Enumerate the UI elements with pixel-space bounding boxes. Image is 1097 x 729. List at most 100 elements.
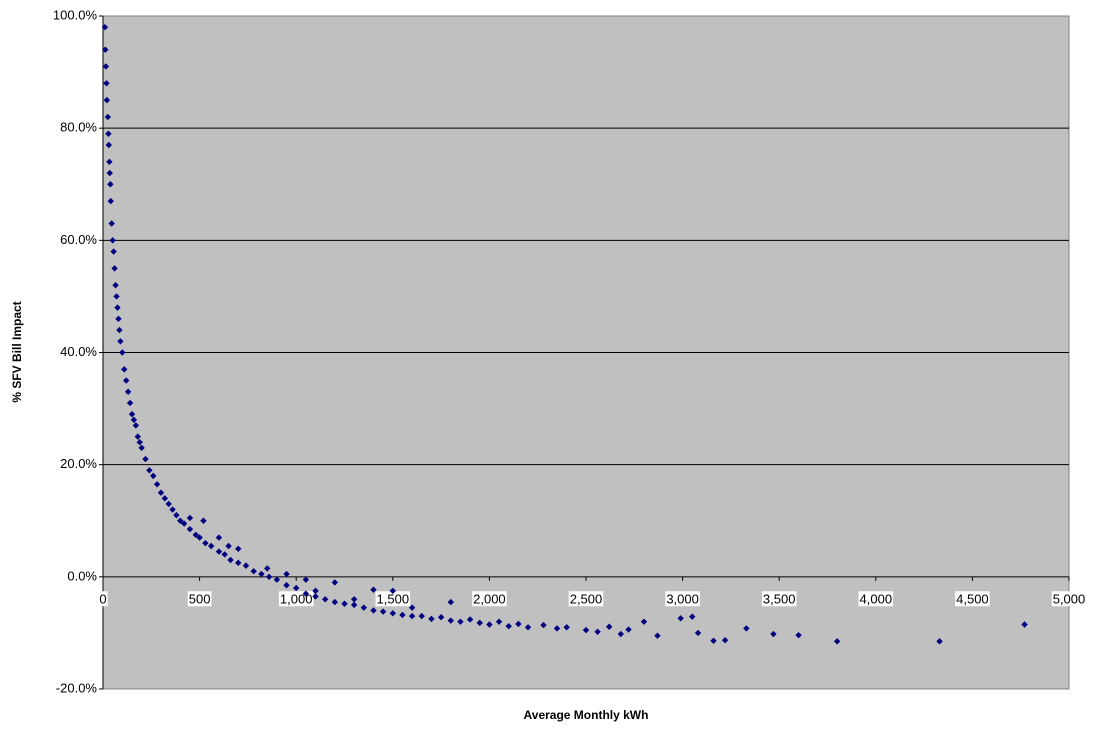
x-tick-label: 3,500 (763, 591, 796, 606)
x-tick-label: 2,000 (473, 591, 506, 606)
scatter-point (110, 248, 117, 255)
scatter-point (265, 573, 273, 581)
scatter-point (264, 565, 271, 572)
x-axis-title: Average Monthly kWh (524, 708, 649, 722)
scatter-point (302, 590, 310, 597)
scatter-point (242, 562, 250, 569)
scatter-point (437, 614, 445, 621)
scatter-point (215, 548, 223, 555)
scatter-point (106, 169, 113, 177)
scatter-point (625, 626, 632, 633)
scatter-point (114, 304, 121, 311)
y-axis-title: % SFV Bill Impact (10, 301, 24, 402)
scatter-point (150, 472, 157, 480)
scatter-point (476, 619, 483, 627)
x-tick-label: 3,000 (666, 591, 699, 606)
x-tick-label: 4,000 (860, 591, 893, 606)
scatter-point (283, 570, 290, 578)
scatter-point (447, 617, 454, 624)
scatter-point (350, 596, 358, 603)
scatter-point (136, 439, 143, 446)
x-tick-label-bg (472, 591, 507, 607)
scatter-point (360, 604, 368, 611)
scatter-point (389, 587, 396, 595)
scatter-point (215, 534, 223, 541)
scatter-point (341, 600, 348, 607)
x-tick-label-bg (1051, 591, 1087, 607)
scatter-point (795, 631, 802, 639)
scatter-point (689, 613, 696, 620)
scatter-point (540, 621, 547, 629)
x-tick-label: 500 (189, 591, 211, 606)
scatter-point (312, 593, 319, 600)
scatter-point (126, 399, 134, 407)
x-tick-label-bg (665, 591, 700, 607)
scatter-point (505, 622, 512, 630)
scatter-point (196, 534, 203, 541)
x-tick-label-bg (568, 591, 604, 607)
scatter-point (331, 579, 339, 586)
scatter-point (515, 620, 522, 628)
scatter-point (677, 615, 684, 622)
scatter-point (202, 539, 209, 547)
scatter-point (116, 326, 123, 334)
scatter-point (258, 570, 265, 578)
scatter-point (408, 612, 416, 620)
scatter-point (250, 568, 257, 575)
scatter-point (138, 444, 145, 452)
x-tick-label: 0 (99, 591, 106, 606)
scatter-point (132, 422, 140, 429)
scatter-point (418, 612, 425, 620)
y-tick-label: 0.0% (67, 568, 97, 583)
scatter-point (105, 130, 112, 137)
scatter-point (582, 626, 590, 634)
scatter-point (1021, 621, 1028, 628)
y-tick-label: -20.0% (56, 680, 98, 695)
scatter-point (180, 520, 188, 527)
scatter-point (370, 607, 377, 614)
scatter-point (379, 608, 387, 615)
scatter-point (321, 596, 329, 603)
scatter-point (389, 610, 396, 617)
scatter-point (142, 455, 149, 463)
y-tick-label: 100.0% (53, 7, 98, 22)
scatter-point (617, 630, 624, 638)
scatter-point (770, 630, 777, 638)
x-tick-label-bg (761, 591, 797, 607)
scatter-point (710, 637, 717, 644)
scatter-point (169, 506, 176, 513)
scatter-point (107, 181, 114, 188)
scatter-point (447, 598, 454, 606)
scatter-point (594, 628, 601, 635)
x-tick-label: 4,500 (956, 591, 989, 606)
scatter-point (721, 637, 729, 644)
y-tick-label: 20.0% (60, 456, 97, 471)
scatter-point (312, 587, 319, 595)
scatter-point (293, 584, 300, 592)
scatter-point (104, 113, 112, 121)
scatter-point (186, 514, 194, 522)
y-tick-label: 40.0% (60, 344, 97, 359)
scatter-point (486, 621, 493, 628)
scatter-point (177, 517, 184, 524)
scatter-point (153, 481, 161, 488)
scatter-point (273, 576, 281, 583)
scatter-point (694, 629, 702, 637)
scatter-point (186, 525, 194, 533)
scatter-point (235, 545, 242, 552)
scatter-point (235, 559, 242, 567)
scatter-point (165, 500, 172, 508)
scatter-point (157, 489, 165, 496)
scatter-point (108, 220, 115, 227)
scatter-point (124, 388, 132, 395)
x-tick-label-bg (858, 591, 894, 607)
scatter-point (121, 366, 128, 373)
scatter-point (331, 598, 339, 606)
scatter-point (109, 237, 116, 244)
scatter-point (428, 615, 435, 623)
x-tick-label: 2,500 (570, 591, 603, 606)
scatter-point (115, 315, 122, 323)
scatter-point (113, 293, 120, 300)
scatter-point (128, 410, 136, 418)
scatter-point (119, 349, 126, 356)
